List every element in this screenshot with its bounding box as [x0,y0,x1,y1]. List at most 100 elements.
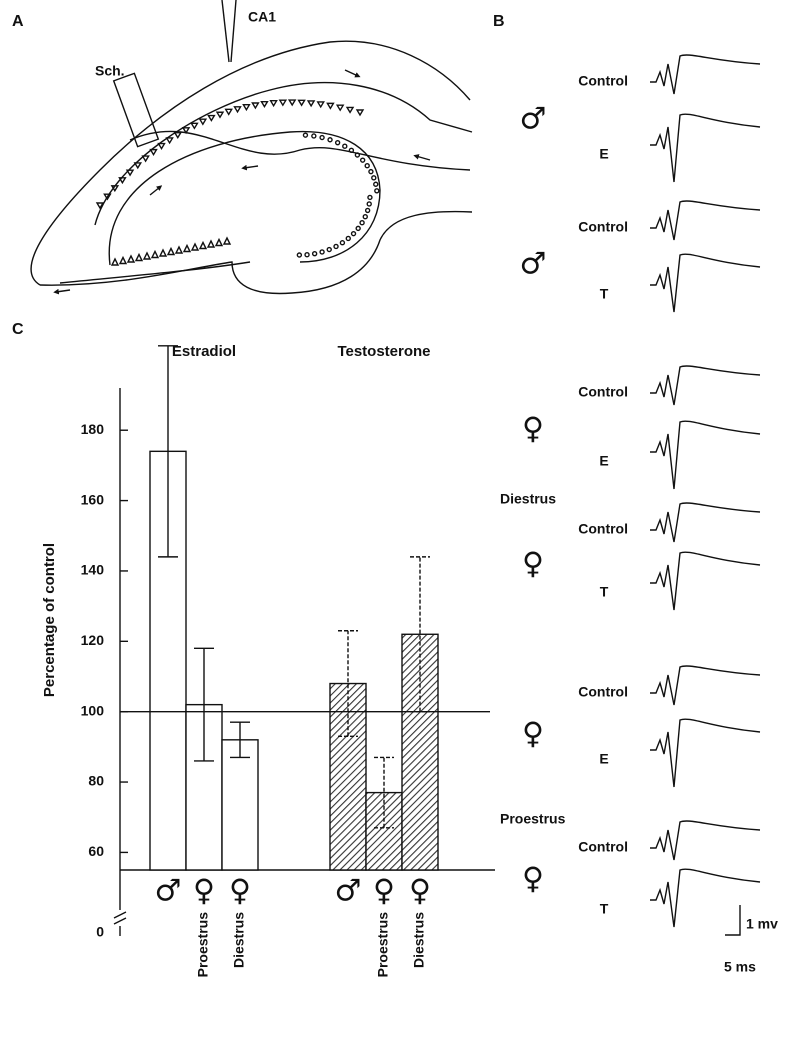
pyramidal-cell [316,101,325,109]
trace-label: Control [578,384,628,400]
pyramidal-cell [198,240,208,250]
pyramidal-cell [182,243,192,253]
arrow [53,288,71,295]
pyramidal-cell [126,254,136,263]
y-axis-label: Percentage of control [41,543,58,697]
pyramidal-cell [335,104,345,112]
granule-cell [319,134,325,141]
sex-symbol: ♀ [229,874,251,909]
pyramidal-cell [165,137,174,145]
pyramidal-cell [141,155,150,163]
sex-symbol: ♀ [522,547,544,582]
scale-label: 1 mv [746,916,778,932]
trace-label: Control [578,219,628,235]
trace [650,551,761,611]
pyramidal-cell [166,246,176,256]
sex-symbol: ♀ [193,874,215,909]
pyramidal-cell [95,202,105,210]
series-name: Testosterone [337,343,430,360]
dentate [108,130,381,266]
granule-cell [364,163,370,169]
granule-cell [359,157,366,163]
granule-cell [304,251,310,258]
trace-label: Control [578,521,628,537]
pyramidal-cell [306,100,316,108]
pyramidal-cell [278,99,288,107]
pyramidal-cell [149,148,158,156]
arrow [149,185,163,196]
pyramidal-cell [157,142,166,150]
pyramidal-cell [206,239,216,248]
granule-cell [311,250,318,257]
trace [650,665,761,706]
pyramidal-cell [103,193,112,201]
pyramidal-cell [345,106,355,114]
axis-break [113,911,127,925]
y-tick-label: 100 [81,702,105,718]
granule-cell [327,137,333,143]
y-tick-label: 60 [88,843,104,859]
trace-label: E [599,146,608,162]
error-bar [194,647,214,762]
pyramidal-cell [118,255,128,265]
granule-cell [319,249,325,255]
pyramidal-cell [174,245,184,254]
pyramidal-cell [297,99,306,107]
error-bar [338,630,358,738]
granule-cell [373,181,379,187]
pyramidal-cell [355,109,365,117]
granule-cell [362,213,368,220]
granule-cell [348,147,355,154]
pyramidal-cell [198,118,208,126]
error-bar [158,345,178,558]
pyramidal-cell [134,252,144,262]
x-tick-label: Diestrus [411,912,427,968]
scale-label: 5 ms [724,959,756,975]
axis-break-label: 0 [96,924,104,940]
trace [650,200,761,241]
pyramidal-cell [242,104,251,112]
pyramidal-cell [287,99,297,107]
pyramidal-cell [173,131,183,140]
pyramidal-cell [214,237,224,247]
electrode [230,0,237,63]
granule-cell [326,246,332,253]
error-bar [374,756,394,829]
trace-label: Control [578,839,628,855]
sex-symbol: ♀ [373,874,395,909]
pyramidal-cell [222,236,232,245]
arrow [344,69,361,78]
panel-label: B [493,13,505,30]
granule-cell [366,201,372,207]
granule-cell [364,207,371,214]
bar [329,682,367,871]
sex-symbol: ♀ [522,412,544,447]
y-tick-label: 120 [81,632,105,648]
bar [365,791,403,871]
granule-cell [345,235,351,242]
sex-symbol: ♀ [522,862,544,897]
pyramidal-cell [190,122,199,130]
pyramidal-cell [125,169,135,177]
trace-label: Control [578,684,628,700]
granule-cell [302,132,309,138]
pyramidal-cell [260,100,269,109]
sex-symbol: ♂ [520,102,547,137]
trace-label: E [599,751,608,767]
granule-cell [374,188,380,194]
outline [39,210,473,295]
granule-cell [368,168,374,175]
pyramidal-cell [158,248,168,257]
pyramidal-cell [110,185,120,193]
trace [650,54,761,95]
label: CA1 [248,9,276,25]
trace [650,113,761,183]
granule-cell [371,175,377,181]
heading: Proestrus [500,811,566,827]
sex-symbol: ♂ [520,247,547,282]
granule-cell [296,252,303,258]
y-tick-label: 140 [81,562,105,578]
pyramidal-cell [181,127,191,135]
hippocampus-diagram: Sch. CA1 [30,0,473,295]
